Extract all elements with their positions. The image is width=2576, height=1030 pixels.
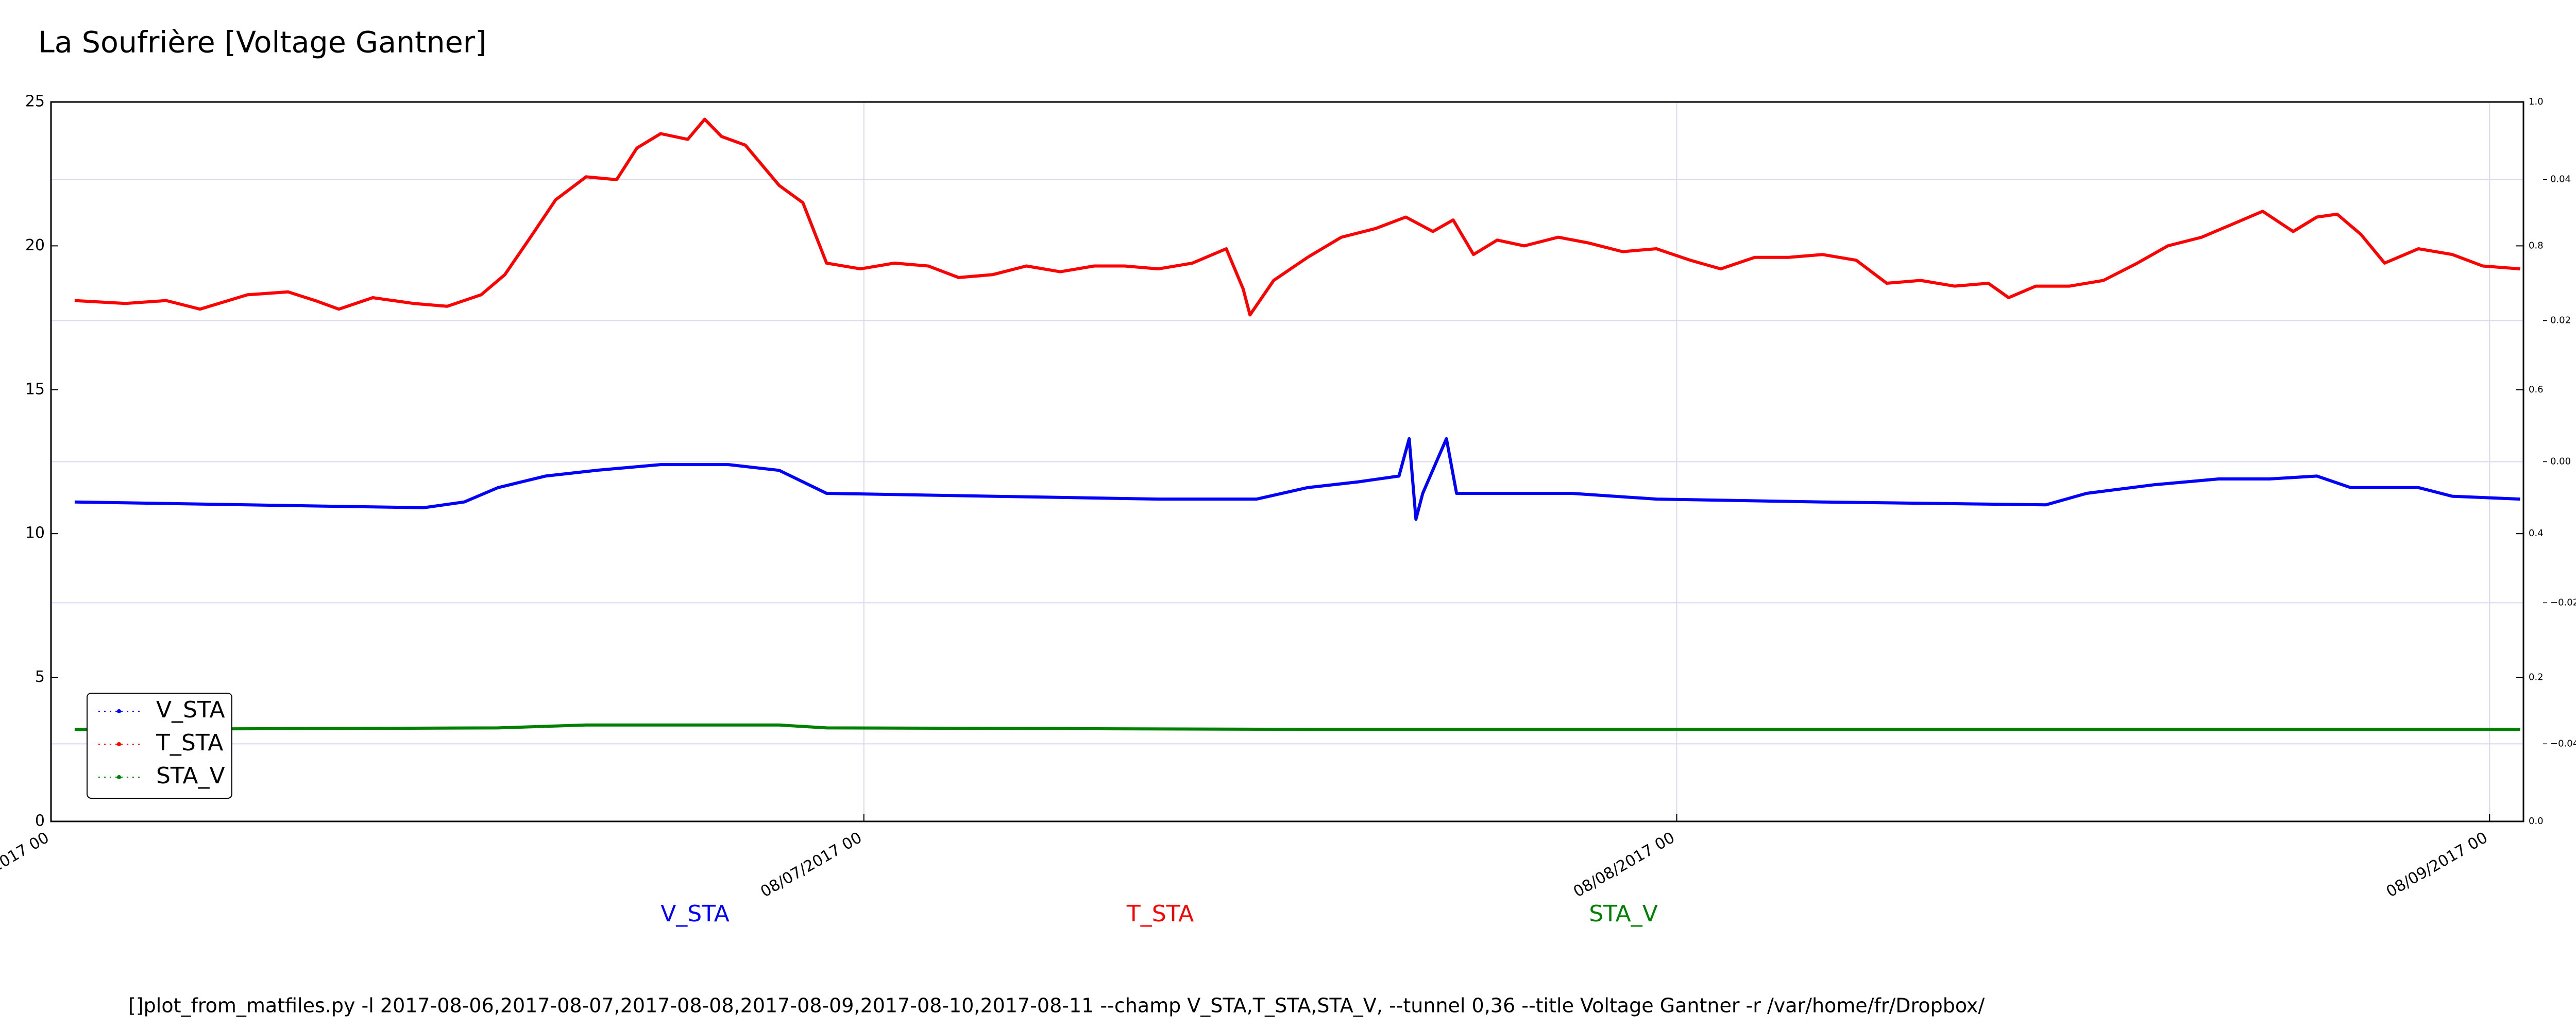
y2-tick-label: 0.8 <box>2529 240 2544 251</box>
y-tick-label: 0 <box>35 812 45 830</box>
legend-marker <box>117 775 121 779</box>
y-tick-label: 20 <box>25 236 45 254</box>
data-line <box>74 723 2520 731</box>
y3-tick-label: −0.04 <box>2550 738 2576 749</box>
data-line <box>74 117 2520 317</box>
data-line <box>74 437 2520 521</box>
y-tick-label: 15 <box>25 380 45 398</box>
y2-tick-label: 0.6 <box>2529 384 2544 395</box>
series-label: STA_V <box>1589 901 1658 927</box>
y3-tick-label: 0.00 <box>2550 456 2571 467</box>
y3-tick-label: 0.02 <box>2550 315 2571 326</box>
legend-label: V_STA <box>156 697 225 723</box>
y-tick-label: 10 <box>25 524 45 542</box>
y3-tick-label: 0.04 <box>2550 174 2571 185</box>
y-tick-label: 25 <box>25 93 45 111</box>
plot-frame <box>50 101 2524 822</box>
legend-marker <box>117 709 121 713</box>
series-label: V_STA <box>660 901 730 927</box>
legend: V_STA T_STA STA_V <box>87 693 232 799</box>
legend-label: T_STA <box>156 730 223 756</box>
series-label: T_STA <box>1126 901 1194 927</box>
legend-marker <box>117 742 121 746</box>
y2-tick-label: 0.0 <box>2529 816 2544 827</box>
chart-title: La Soufrière [Voltage Gantner] <box>38 26 486 60</box>
y2-tick-label: 1.0 <box>2529 96 2544 107</box>
legend-box <box>87 693 232 799</box>
y3-tick-label: −0.02 <box>2550 597 2576 608</box>
y2-tick-label: 0.2 <box>2529 672 2544 683</box>
y2-tick-label: 0.4 <box>2529 528 2544 539</box>
command-line: []plot_from_matfiles.py -l 2017-08-06,20… <box>128 994 1985 1017</box>
legend-label: STA_V <box>156 763 225 789</box>
y-tick-label: 5 <box>35 668 45 686</box>
